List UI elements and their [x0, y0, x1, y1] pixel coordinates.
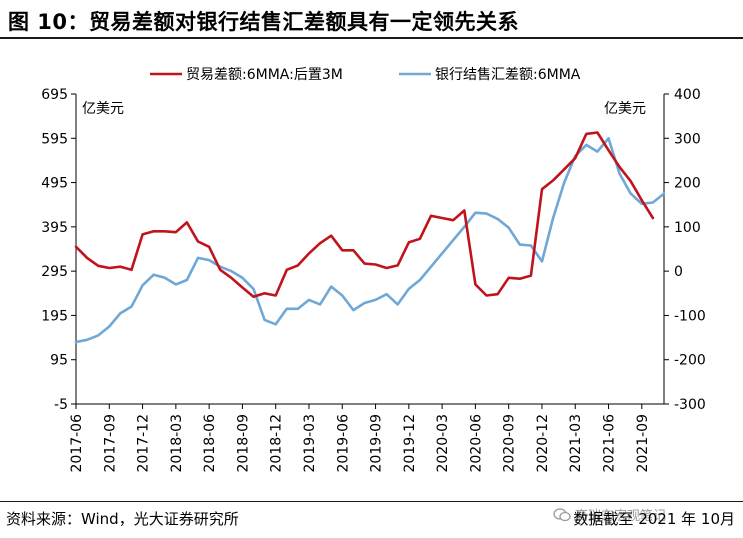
watermark-text: 高瑞东宏观笔记: [575, 509, 667, 524]
wechat-icon: [553, 507, 571, 521]
right-tick-label: -200: [674, 353, 706, 369]
line-chart: -5 95 195 295 395 495 595 695 -300 -200 -100 0 100 2…: [41, 67, 706, 473]
series-line-fx-settlement: [74, 137, 666, 344]
left-axis: -5 95 195 295 395 495 595 695: [41, 87, 76, 413]
x-tick-label: 2018-03: [169, 414, 185, 473]
left-tick-label: 395: [41, 220, 68, 236]
x-tick-label: 2018-09: [235, 414, 251, 473]
left-tick-label: 495: [41, 176, 68, 192]
x-tick-label: 2017-09: [102, 414, 118, 473]
x-tick-label: 2017-12: [136, 414, 152, 473]
watermark: 高瑞东宏观笔记: [553, 505, 666, 524]
legend-item-trade-balance: 贸易差额:6MMA:后置3M: [150, 67, 343, 83]
right-tick-label: 300: [674, 131, 701, 147]
x-tick-label: 2020-09: [502, 414, 518, 473]
x-axis: 2017-06 2017-09 2017-12 2018-03 2018-06 2018-…: [69, 404, 651, 473]
title-divider: [0, 37, 743, 39]
left-axis-unit: 亿美元: [82, 101, 124, 117]
x-tick-label: 2018-06: [202, 414, 218, 473]
x-tick-label: 2020-03: [435, 414, 451, 473]
legend-item-fx-settlement: 银行结售汇差额:6MMA: [399, 67, 581, 83]
x-tick-label: 2019-12: [402, 414, 418, 473]
right-tick-label: 400: [674, 87, 701, 103]
x-tick-label: 2018-12: [269, 414, 285, 473]
left-tick-label: 195: [41, 308, 68, 324]
x-tick-label: 2020-12: [535, 414, 551, 473]
page-title: 图 10：贸易差额对银行结售汇差额具有一定领先关系: [8, 10, 520, 34]
right-tick-label: -100: [674, 308, 706, 324]
x-tick-label: 2021-06: [602, 414, 618, 473]
right-tick-label: 200: [674, 176, 701, 192]
right-tick-label: 0: [674, 264, 683, 280]
legend-label: 贸易差额:6MMA:后置3M: [186, 67, 343, 83]
right-axis: -300 -200 -100 0 100 200 300 400: [664, 87, 706, 413]
left-tick-label: 695: [41, 87, 68, 103]
x-tick-label: 2021-03: [568, 414, 584, 473]
series-line-trade-balance: [74, 131, 655, 299]
plot-frame: [75, 94, 665, 405]
x-tick-label: 2017-06: [69, 414, 85, 473]
legend: 贸易差额:6MMA:后置3M 银行结售汇差额:6MMA: [150, 67, 581, 83]
source-note: 资料来源：Wind，光大证券研究所: [6, 510, 239, 528]
data-date-note: 数据截至 2021 年 10月: [573, 510, 735, 528]
footer-divider: [0, 501, 743, 502]
x-tick-label: 2021-09: [635, 414, 651, 473]
x-tick-label: 2020-06: [468, 414, 484, 473]
left-tick-label: 595: [41, 131, 68, 147]
x-tick-label: 2019-09: [369, 414, 385, 473]
series-layer: [74, 131, 666, 344]
right-tick-label: -300: [674, 397, 706, 413]
left-tick-label: 95: [50, 353, 68, 369]
x-tick-label: 2019-03: [302, 414, 318, 473]
left-tick-label: 295: [41, 264, 68, 280]
right-axis-unit: 亿美元: [604, 101, 646, 117]
right-tick-label: 100: [674, 220, 701, 236]
x-tick-label: 2019-06: [335, 414, 351, 473]
left-tick-label: -5: [54, 397, 68, 413]
legend-label: 银行结售汇差额:6MMA: [435, 67, 581, 83]
